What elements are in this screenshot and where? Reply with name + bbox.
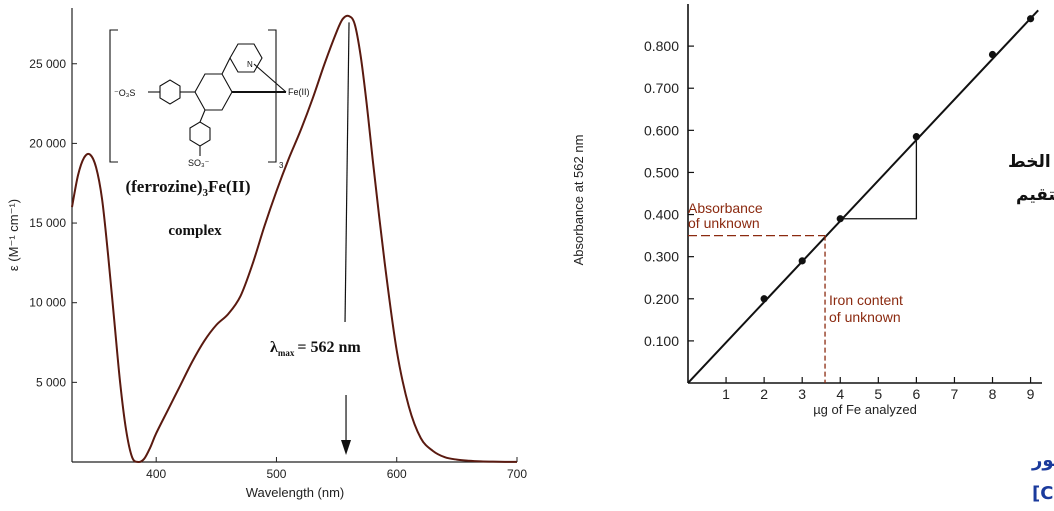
calibration-xlabel: µg of Fe analyzed bbox=[813, 402, 917, 417]
calibration-point bbox=[988, 50, 997, 59]
calibration-x-tick-label: 6 bbox=[912, 386, 920, 402]
ferrozine-structure bbox=[109, 29, 287, 163]
structure-n-label: N bbox=[247, 60, 253, 69]
structure-benzene-bottom bbox=[189, 121, 211, 147]
slope-triangle bbox=[840, 136, 918, 220]
calibration-x-tick-label: 1 bbox=[722, 386, 730, 402]
iron-content-label-2: of unknown bbox=[829, 309, 901, 325]
complex-label: (ferrozine)3Fe(II) bbox=[125, 177, 250, 199]
spectrum-x-tick-label: 600 bbox=[387, 467, 407, 481]
spectrum-xlabel: Wavelength (nm) bbox=[246, 485, 345, 500]
structure-bond bbox=[199, 109, 206, 123]
calibration-x-tick-label: 4 bbox=[836, 386, 844, 402]
calibration-point bbox=[760, 295, 768, 303]
lambda-symbol: λ bbox=[270, 339, 278, 356]
spectrum-x-tick-label: 500 bbox=[266, 467, 286, 481]
calibration-x-tick-label: 5 bbox=[874, 386, 882, 402]
spectrum-x-tick-label: 400 bbox=[146, 467, 166, 481]
formula-line-1: تركيز المجهول = التركيز على المحور bbox=[1031, 450, 1054, 471]
calibration-y-tick-label: 0.400 bbox=[644, 207, 679, 223]
spectrum-y-tick-label: 15 000 bbox=[29, 216, 66, 230]
slope-label-2: المستقيم bbox=[1016, 185, 1054, 205]
calibration-x-tick-label: 9 bbox=[1027, 386, 1035, 402]
calibration-y-tick-label: 0.600 bbox=[644, 122, 679, 138]
lambda-sub: max bbox=[278, 348, 295, 358]
structure-left-bracket bbox=[109, 29, 118, 163]
spectrum-y-tick-label: 5 000 bbox=[36, 375, 66, 389]
calibration-y-tick-label: 0.300 bbox=[644, 249, 679, 265]
structure-pyridine-ring bbox=[229, 43, 263, 73]
calibration-chart: 0.100 0.200 0.300 0.400 0.500 0.600 0.700 0.800… bbox=[571, 4, 1054, 417]
spectrum-y-tick-label: 20 000 bbox=[29, 136, 66, 150]
calibration-y-tick-label: 0.500 bbox=[644, 164, 679, 180]
structure-benzene-left bbox=[159, 79, 181, 105]
complex-label-word: complex bbox=[168, 223, 222, 239]
spectrum-x-tick-label: 700 bbox=[507, 467, 527, 481]
slope-label: ميل الخط bbox=[1008, 152, 1054, 172]
structure-coordination-bond bbox=[253, 63, 287, 93]
calibration-x-tick-label: 8 bbox=[989, 386, 997, 402]
spectrum-ylabel: ε (M⁻¹ cm⁻¹) bbox=[6, 199, 21, 271]
structure-so3-bottom: SO₃⁻ bbox=[188, 158, 210, 168]
structure-so3-left: ⁻O₃S bbox=[114, 88, 135, 98]
spectrum-curve bbox=[71, 14, 518, 464]
calibration-point bbox=[1026, 15, 1035, 23]
calibration-point bbox=[798, 257, 806, 265]
calibration-y-tick-label: 0.700 bbox=[644, 80, 679, 96]
absorbance-unknown-label-2: of unknown bbox=[688, 215, 760, 231]
structure-bond bbox=[221, 57, 231, 75]
formula-block: تركيز المجهول = التركيز على المحور السين… bbox=[1031, 450, 1054, 504]
formula-line-2: السيني × التخفيف = [C x (50/10)] bbox=[1032, 483, 1054, 504]
complex-label-part2: Fe(II) bbox=[208, 177, 250, 196]
complex-label-part1: (ferrozine) bbox=[125, 177, 202, 196]
calibration-x-tick-label: 2 bbox=[760, 386, 768, 402]
iron-content-label: Iron content bbox=[829, 292, 903, 308]
structure-right-bracket bbox=[268, 29, 277, 163]
calibration-ylabel: Absorbance at 562 nm bbox=[571, 135, 586, 266]
spectrum-chart: 5 000 10 000 15 000 20 000 25 000 400 500 600 7… bbox=[6, 8, 527, 500]
structure-bracket-sub: 3 bbox=[279, 161, 284, 170]
calibration-y-tick-label: 0.200 bbox=[644, 291, 679, 307]
absorbance-unknown-label: Absorbance bbox=[688, 200, 763, 216]
lambda-value: = 562 nm bbox=[297, 339, 361, 356]
lambda-max-arrowhead bbox=[341, 440, 352, 455]
structure-fe-label: Fe(II) bbox=[288, 87, 310, 97]
spectrum-y-tick-label: 10 000 bbox=[29, 296, 66, 310]
calibration-fit-line bbox=[687, 9, 1039, 384]
lambda-max-pointer-line bbox=[344, 22, 350, 323]
calibration-x-tick-label: 7 bbox=[951, 386, 959, 402]
structure-triazine-ring bbox=[194, 73, 233, 111]
lambda-max-label: λmax = 562 nm bbox=[270, 339, 361, 358]
complex-label-sub: 3 bbox=[203, 187, 209, 199]
spectrum-y-tick-label: 25 000 bbox=[29, 57, 66, 71]
calibration-x-tick-label: 3 bbox=[798, 386, 806, 402]
calibration-y-tick-label: 0.100 bbox=[644, 333, 679, 349]
calibration-y-tick-label: 0.800 bbox=[644, 38, 679, 54]
